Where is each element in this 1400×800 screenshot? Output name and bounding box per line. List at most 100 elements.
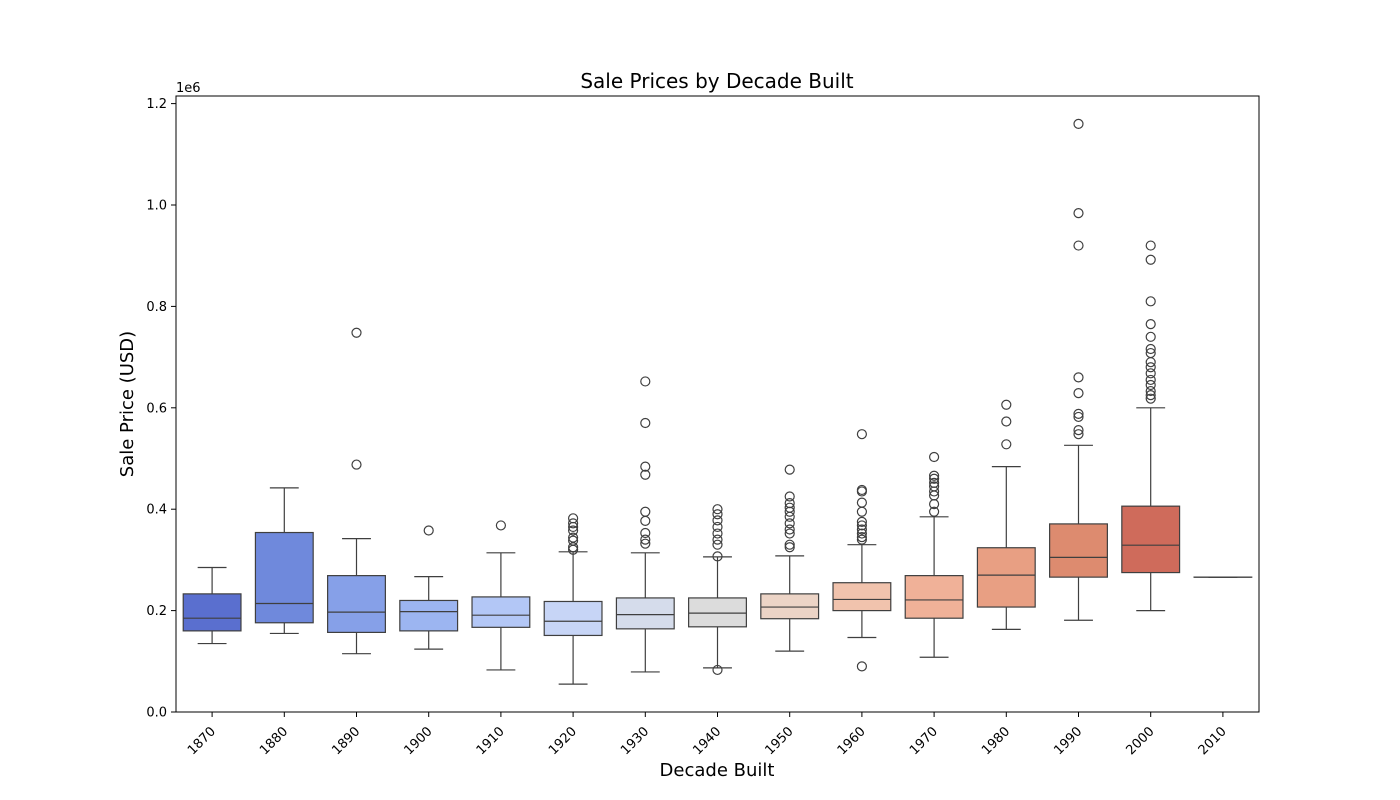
outlier-1990-2 xyxy=(1073,411,1084,423)
box-1960 xyxy=(832,582,892,612)
box-1920 xyxy=(543,600,603,637)
x-tick-label: 1910 xyxy=(474,724,508,758)
box-1870 xyxy=(182,593,242,632)
outlier-1990-1 xyxy=(1073,425,1084,436)
outlier-2000-1 xyxy=(1145,390,1156,401)
outlier-1950-4 xyxy=(784,518,795,529)
box-1930 xyxy=(615,597,675,630)
outlier-1950-8 xyxy=(784,498,795,509)
outlier-2000-12 xyxy=(1145,296,1156,307)
outlier-1990-5 xyxy=(1073,372,1084,383)
box-1880 xyxy=(254,531,314,624)
outlier-2000-10 xyxy=(1145,331,1156,342)
outlier-2000-11 xyxy=(1145,319,1156,330)
box-group-1970 xyxy=(904,451,964,658)
x-tick-label: 1980 xyxy=(979,724,1013,758)
outlier-1940-6 xyxy=(712,515,723,526)
chart-title: Sale Prices by Decade Built xyxy=(580,69,853,93)
box-1970 xyxy=(904,575,964,619)
outlier-1940-4 xyxy=(712,528,723,539)
outlier-1960-1 xyxy=(856,534,868,545)
outlier-1970-4 xyxy=(928,481,940,492)
outlier-2000-8 xyxy=(1145,347,1156,359)
box-1990 xyxy=(1049,523,1108,578)
outlier-2000-6 xyxy=(1145,362,1156,373)
x-tick-label: 1870 xyxy=(185,724,219,758)
outlier-1950-7 xyxy=(784,502,795,513)
outlier-1950-10 xyxy=(784,464,795,475)
x-tick-label: 1920 xyxy=(546,724,580,758)
outlier-1930-8 xyxy=(640,376,651,387)
box-group-1890 xyxy=(327,327,386,655)
outlier-2000-14 xyxy=(1145,240,1156,251)
box-group-1870 xyxy=(182,566,242,645)
x-axis-label: Decade Built xyxy=(660,760,775,781)
box-1910 xyxy=(471,596,531,628)
outlier-1900-0 xyxy=(423,525,434,536)
outlier-1970-8 xyxy=(928,451,940,463)
outlier-1990-7 xyxy=(1073,208,1084,219)
outlier-1950-0 xyxy=(784,542,795,553)
outlier-1940-0 xyxy=(712,664,723,676)
y-tick-label: 0.2 xyxy=(146,604,167,619)
y-tick-label: 0.8 xyxy=(146,300,167,315)
outlier-1950-9 xyxy=(784,491,795,502)
box-2000 xyxy=(1121,505,1181,574)
outlier-1970-6 xyxy=(928,473,940,484)
outlier-1930-1 xyxy=(640,534,651,545)
outlier-1960-7 xyxy=(856,506,868,517)
outlier-1890-0 xyxy=(351,459,362,470)
x-tick-label: 1880 xyxy=(257,724,291,758)
outlier-1960-11 xyxy=(856,429,868,440)
outlier-2000-2 xyxy=(1145,385,1156,397)
y-tick-label: 0.6 xyxy=(146,401,167,416)
outlier-2000-0 xyxy=(1145,393,1156,404)
outlier-1960-6 xyxy=(856,516,868,527)
outlier-1930-0 xyxy=(640,538,651,549)
box-group-1910 xyxy=(471,520,531,671)
box-1900 xyxy=(399,599,459,632)
outlier-1960-4 xyxy=(856,524,868,535)
outlier-2000-4 xyxy=(1145,374,1156,386)
outlier-1960-3 xyxy=(856,528,868,539)
x-tick-label: 1940 xyxy=(690,724,724,758)
outlier-1920-7 xyxy=(567,513,579,524)
box-group-1920 xyxy=(543,513,603,685)
outlier-1970-5 xyxy=(928,477,940,488)
outlier-1930-5 xyxy=(640,469,651,480)
axis-ticks: 0.0 0.2 0.4 0.6 0.8 1.0 1.2 1870 1880 1890 1900 191… xyxy=(146,97,1229,758)
outlier-1980-1 xyxy=(1001,416,1012,427)
box-group-1990 xyxy=(1049,118,1108,621)
outlier-1990-4 xyxy=(1073,387,1084,399)
x-tick-label: 1950 xyxy=(763,724,797,758)
x-tick-label: 1930 xyxy=(618,724,652,758)
y-tick-label: 1.2 xyxy=(146,97,167,112)
x-tick-label: 1900 xyxy=(402,724,436,758)
x-tick-label: 1970 xyxy=(907,724,941,758)
outlier-1940-3 xyxy=(712,534,723,545)
box-1950 xyxy=(760,593,820,620)
outlier-1990-0 xyxy=(1073,429,1084,440)
outlier-1930-2 xyxy=(640,527,651,539)
outlier-1960-5 xyxy=(856,520,868,531)
outlier-1940-5 xyxy=(712,521,723,533)
box-group-2000 xyxy=(1121,240,1181,612)
y-tick-label: 0.0 xyxy=(146,706,167,721)
y-axis-label: Sale Price (USD) xyxy=(117,331,138,477)
y-tick-label: 1.0 xyxy=(146,199,167,214)
outlier-1960-10 xyxy=(856,484,868,496)
box-1980 xyxy=(976,547,1036,608)
outlier-1960-0 xyxy=(856,661,868,672)
outlier-1970-7 xyxy=(928,470,940,481)
box-1940 xyxy=(688,597,747,628)
x-tick-label: 1890 xyxy=(329,724,363,758)
outlier-2000-3 xyxy=(1145,379,1156,391)
outlier-1920-3 xyxy=(567,532,579,543)
outlier-1960-2 xyxy=(856,531,868,543)
box-group-1950 xyxy=(760,464,820,652)
outlier-1960-8 xyxy=(856,497,868,508)
x-tick-label: 2010 xyxy=(1196,724,1230,758)
box-group-1940 xyxy=(688,504,747,676)
outlier-1930-6 xyxy=(640,461,651,472)
outlier-1990-3 xyxy=(1073,408,1084,419)
